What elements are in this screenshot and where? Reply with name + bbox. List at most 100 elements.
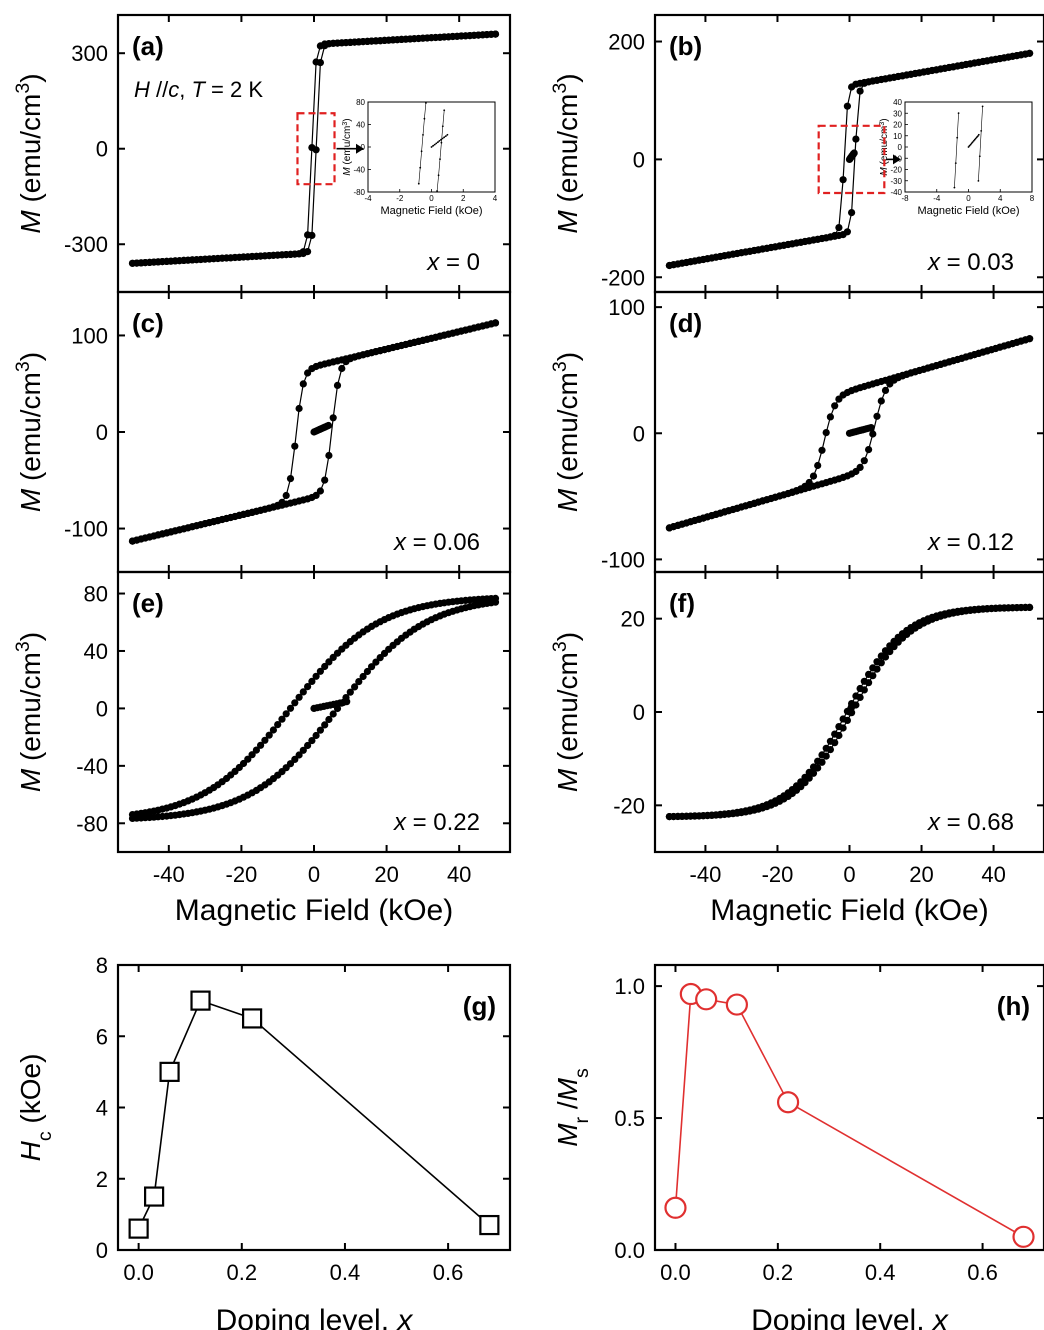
- x-tick-label: 8: [1030, 194, 1035, 203]
- data-point: [312, 731, 320, 740]
- data-point: [325, 658, 333, 666]
- virgin-point: [967, 146, 970, 148]
- data-point: [417, 182, 420, 185]
- descending-branch-line: [954, 113, 959, 188]
- doping-label: x = 0: [426, 249, 480, 276]
- x-tick-label: 4: [998, 194, 1003, 203]
- circle-marker: [664, 1196, 687, 1219]
- data-point: [423, 117, 426, 120]
- y-tick-label: 0: [633, 421, 645, 446]
- data-point: [321, 662, 329, 671]
- y-tick-label: 20: [621, 607, 645, 632]
- data-point: [839, 176, 847, 184]
- x-tick-label: 0.2: [763, 1260, 794, 1285]
- x-tick-label: -20: [762, 862, 794, 887]
- y-tick-label: 40: [84, 639, 108, 664]
- data-point: [308, 231, 316, 239]
- y-tick-label: -300: [64, 232, 108, 257]
- data-point: [809, 472, 818, 480]
- square-marker: [128, 1218, 149, 1239]
- plot-frame: [653, 963, 1044, 1252]
- data-point: [886, 648, 894, 656]
- virgin-point: [867, 424, 875, 432]
- y-tick-label: 0: [898, 143, 903, 152]
- data-point: [329, 653, 337, 662]
- y-tick-label: -30: [890, 177, 902, 186]
- data-point: [265, 731, 273, 739]
- data-point: [818, 446, 826, 454]
- virgin-point: [968, 144, 971, 147]
- data-point: [304, 248, 312, 256]
- data-point: [338, 364, 346, 373]
- y-tick-label: -80: [353, 188, 365, 197]
- data-point: [316, 726, 324, 734]
- data-point: [1026, 49, 1034, 57]
- loop-data: [665, 603, 1034, 821]
- x-tick-label: 0.4: [330, 1260, 361, 1285]
- y-tick-label: -100: [601, 547, 645, 572]
- x-tick-label: 0.4: [865, 1260, 896, 1285]
- panel-label: (b): [669, 31, 702, 61]
- virgin-point: [976, 135, 979, 138]
- zoom-arrow-head: [356, 143, 364, 154]
- data-point: [269, 726, 277, 734]
- inset-loop-data: [417, 102, 449, 192]
- data-point: [439, 158, 441, 161]
- inset-loop-data: [953, 105, 984, 189]
- x-tick-label: -8: [901, 194, 909, 203]
- data-point: [321, 721, 329, 729]
- x-tick-label: 0.2: [226, 1260, 257, 1285]
- data-point: [248, 751, 256, 759]
- data-point: [372, 658, 380, 666]
- data-point: [856, 693, 864, 702]
- y-tick-label: 0: [96, 696, 108, 721]
- data-point: [329, 710, 337, 718]
- x-tick-label: 0: [429, 194, 434, 203]
- virgin-point: [975, 136, 978, 139]
- data-point: [312, 146, 320, 154]
- y-tick-label: 0: [633, 700, 645, 725]
- square-marker: [159, 1061, 180, 1082]
- x-tick-label: 40: [981, 862, 1005, 887]
- data-point: [286, 704, 295, 712]
- panel-a: -300 0 300 (a) H //c, T = 2 K x = 0 M (emu/cm3…: [12, 13, 512, 294]
- virgin-point: [972, 140, 975, 142]
- series-line: [137, 999, 490, 1229]
- x-tick-label: 2: [461, 194, 466, 203]
- data-point: [814, 764, 822, 772]
- data-point: [333, 381, 342, 389]
- y-tick-label: 0.5: [614, 1106, 645, 1131]
- data-point: [308, 737, 316, 745]
- data-point: [873, 412, 881, 420]
- data-point: [814, 461, 822, 470]
- y-tick-label: -40: [890, 188, 902, 197]
- x-tick-label: 0: [966, 194, 971, 203]
- data-point: [852, 135, 860, 143]
- virgin-point: [973, 138, 976, 141]
- panel-label: (c): [132, 308, 164, 338]
- data-point: [355, 678, 363, 686]
- data-point: [980, 130, 983, 132]
- data-point: [1026, 335, 1034, 343]
- y-tick-label: 10: [893, 132, 902, 141]
- virgin-point: [443, 136, 446, 139]
- data-point: [869, 430, 877, 438]
- y-tick-label: 0: [96, 137, 108, 162]
- data-point: [321, 476, 329, 484]
- data-point: [831, 402, 839, 410]
- data-point: [316, 667, 324, 675]
- data-point: [881, 386, 890, 394]
- x-tick-label: 0.6: [967, 1260, 998, 1285]
- y-tick-label: -80: [76, 811, 108, 836]
- data-point: [805, 774, 813, 782]
- data-point: [257, 741, 265, 749]
- data-point: [440, 141, 443, 144]
- y-axis-label: M (emu/cm3): [12, 73, 46, 233]
- data-point: [304, 741, 312, 750]
- data-point: [865, 446, 873, 454]
- data-point: [295, 404, 303, 413]
- data-point: [299, 380, 307, 388]
- loop-data: [665, 335, 1034, 532]
- data-point: [865, 679, 873, 687]
